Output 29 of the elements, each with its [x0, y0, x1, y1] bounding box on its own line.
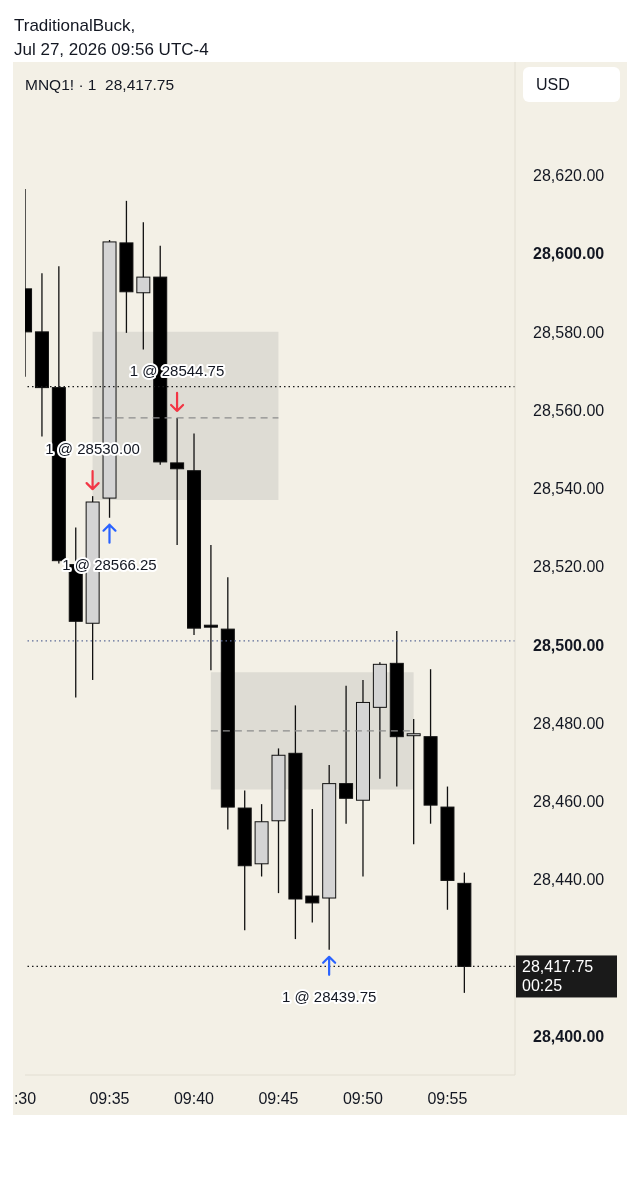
candlestick: [406, 718, 421, 845]
candlestick: [203, 544, 218, 671]
y-axis-title: USD: [523, 67, 620, 102]
text: Jul 27, 2026 09:56 UTC-4: [14, 39, 209, 61]
y-tick-label: 28,580.00: [533, 323, 605, 341]
candlestick: [339, 685, 354, 825]
x-tick-label: 09:40: [173, 1090, 215, 1108]
y-tick-label: 28,560.00: [533, 401, 605, 419]
annotation: 1 @ 28439.75: [281, 987, 377, 1005]
y-tick-label: 28,520.00: [533, 558, 605, 576]
candlestick: [170, 417, 185, 546]
y-tick-label: 28,440.00: [533, 871, 605, 889]
text: TraditionalBuck,: [14, 15, 137, 37]
y-tick-label: 28,620.00: [533, 167, 605, 185]
x-tick-label: 09:45: [258, 1090, 299, 1108]
x-tick-label: 09:55: [427, 1090, 468, 1108]
y-tick-label: 28,600.00: [533, 245, 605, 263]
candlestick: [136, 221, 151, 351]
x-tick-label: :30: [13, 1090, 37, 1108]
y-tick-label: 28,500.00: [533, 636, 605, 654]
y-tick-label: 28,400.00: [533, 1027, 605, 1045]
x-tick-label: 09:50: [342, 1090, 384, 1108]
y-tick-label: 28,480.00: [533, 714, 605, 732]
ref-line-label: 28,417.75 00:25: [522, 958, 594, 995]
text: MNQ1! · 1 28,417.75: [25, 76, 175, 94]
x-tick-label: 09:35: [89, 1090, 130, 1108]
y-tick-label: 28,540.00: [533, 480, 605, 498]
candlestick: [305, 808, 320, 924]
y-tick-label: 28,460.00: [533, 792, 605, 810]
